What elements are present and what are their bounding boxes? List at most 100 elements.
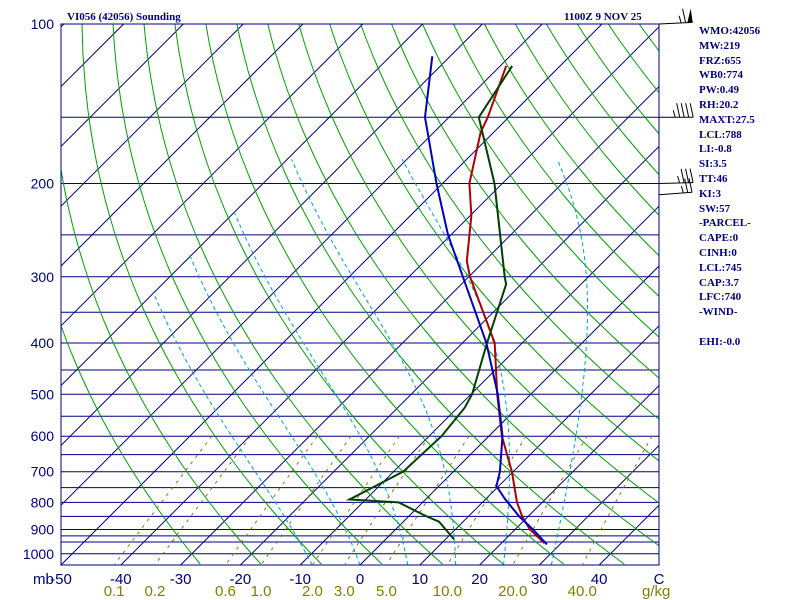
- index-item: SI:3.5: [699, 158, 727, 171]
- index-item: KI:3: [699, 187, 721, 200]
- datetime-label: 1100Z 9 NOV 25: [564, 11, 642, 23]
- mixing-ratio-line: [344, 435, 430, 565]
- pressure-tick-label: 100: [31, 16, 55, 32]
- mixing-ratio-tick-label: 10.0: [433, 583, 462, 600]
- wind-barb-staff: [658, 21, 693, 25]
- index-item: LCL:745: [699, 261, 742, 274]
- isotherm-line: [240, 145, 659, 565]
- index-item: WB0:774: [699, 69, 743, 82]
- temperature-trace: [465, 65, 546, 544]
- pressure-tick-label: 700: [31, 464, 55, 480]
- pressure-tick-label: 200: [31, 175, 55, 191]
- temperature-tick-label: -30: [170, 571, 192, 588]
- wind-barb-half: [678, 15, 682, 24]
- wind-barb-half: [677, 175, 681, 184]
- wind-barb: [658, 168, 694, 184]
- index-item: FRZ:655: [699, 54, 742, 67]
- wind-barb-flag: [687, 8, 693, 23]
- mixing-ratio-tick-label: 3.0: [334, 583, 355, 600]
- temperature-tick-label: 40: [591, 571, 608, 588]
- mixing-ratio-line: [312, 435, 400, 565]
- pressure-tick-label: 900: [31, 522, 55, 538]
- pressure-tick-label: 1000: [23, 546, 54, 562]
- isotherm-line: [61, 24, 184, 148]
- isotherm-line: [61, 24, 244, 207]
- isotherm-line: [61, 24, 483, 447]
- mixing-ratio-line: [512, 435, 588, 565]
- index-item: -PARCEL-: [699, 217, 751, 230]
- temperature-tick-label: -50: [50, 571, 72, 588]
- index-item: PW:0.49: [699, 84, 740, 97]
- mixing-ratio-tick-label: 5.0: [376, 583, 397, 600]
- index-item: LCL:788: [699, 128, 742, 141]
- dry-adiabat-line: [143, 24, 443, 565]
- isotherm-line: [61, 24, 65, 28]
- dry-adiabat-line: [81, 24, 322, 565]
- dry-adiabat-line: [514, 24, 659, 216]
- isotherm-line: [61, 24, 603, 565]
- temperature-tick-label: 0: [356, 571, 364, 588]
- wind-barb-full: [685, 103, 690, 118]
- index-item: CAP:3.7: [699, 276, 740, 289]
- wind-barb-full: [684, 178, 689, 193]
- dry-adiabat-line: [205, 24, 564, 565]
- dry-adiabat-line: [61, 166, 262, 565]
- dewpoint-trace: [345, 65, 514, 541]
- isotherm-line: [539, 444, 659, 565]
- mixing-ratio-tick-label: 0.2: [145, 583, 166, 600]
- index-item: CINH:0: [699, 246, 737, 259]
- index-item: RH:20.2: [699, 98, 739, 111]
- index-item: CAPE:0: [699, 232, 739, 245]
- wind-barb-full: [689, 103, 694, 118]
- wind-barb-full: [680, 103, 685, 118]
- dry-adiabat-line: [576, 24, 659, 135]
- plot-background: [61, 24, 659, 565]
- wind-barb-full: [680, 168, 685, 183]
- mixing-ratio-line: [155, 435, 251, 565]
- index-item: EHI:-0.0: [699, 335, 741, 348]
- dry-adiabat-line: [453, 24, 659, 298]
- index-item: LI:-0.8: [699, 143, 732, 156]
- dry-adiabat-line: [329, 24, 659, 462]
- dry-adiabat-line: [112, 24, 383, 565]
- plot-frame: [60, 23, 660, 566]
- isotherm-line: [479, 384, 659, 565]
- wind-barb-full: [676, 103, 681, 118]
- wind-barb: [658, 178, 693, 196]
- dry-adiabat-line: [422, 24, 659, 338]
- grid-layer: [61, 24, 659, 565]
- dry-adiabat-line: [298, 24, 659, 504]
- mixing-ratio-unit-label: g/kg: [642, 583, 670, 600]
- mixing-ratio-line: [386, 435, 470, 565]
- dry-adiabat-line: [236, 24, 625, 565]
- isotherm-line: [419, 325, 659, 565]
- index-item: SW:57: [699, 202, 731, 215]
- mixing-ratio-tick-label: 20.0: [498, 583, 527, 600]
- dry-adiabat-line: [360, 24, 659, 420]
- pressure-unit-label: mb: [33, 571, 54, 588]
- index-item: TT:46: [699, 172, 728, 185]
- wind-barb-layer: [658, 8, 694, 196]
- pressure-tick-label: 300: [31, 269, 55, 285]
- isotherm-line: [61, 24, 543, 506]
- isotherm-line: [359, 265, 659, 565]
- temperature-tick-label: 30: [531, 571, 548, 588]
- temperature-tick-label: -40: [110, 571, 132, 588]
- mixing-ratio-line: [261, 435, 352, 565]
- wind-barb-half: [680, 185, 684, 194]
- temperature-tick-label: -10: [289, 571, 311, 588]
- mixing-ratio-line: [114, 435, 213, 565]
- index-item: -WIND-: [699, 306, 738, 319]
- isotherm-line: [61, 24, 304, 267]
- wind-barb-full: [689, 168, 694, 183]
- dry-adiabat-line: [484, 24, 659, 257]
- moist-adiabat-line: [152, 291, 313, 565]
- pressure-tick-label: 600: [31, 428, 55, 444]
- isotherm-line: [61, 24, 364, 327]
- mixing-ratio-line: [447, 435, 527, 565]
- mixing-ratio-line: [582, 435, 653, 565]
- isotherm-line: [61, 24, 423, 387]
- mixing-ratio-tick-label: 1.0: [251, 583, 272, 600]
